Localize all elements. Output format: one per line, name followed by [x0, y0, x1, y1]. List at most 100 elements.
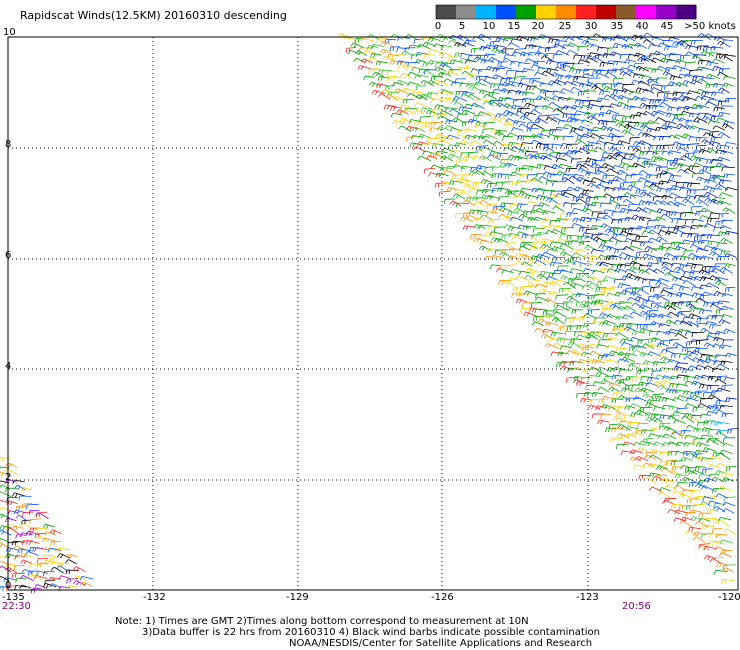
wind-barb — [654, 224, 666, 230]
wind-barb — [653, 304, 667, 310]
wind-barb — [629, 105, 642, 111]
wind-barb — [722, 501, 736, 507]
wind-barb — [672, 41, 685, 47]
wind-barb — [620, 414, 634, 420]
wind-barb — [471, 146, 485, 153]
wind-barb — [723, 54, 736, 60]
wind-barb — [479, 155, 492, 162]
wind-barb — [586, 149, 598, 155]
wind-barb — [663, 425, 676, 432]
wind-barb — [612, 416, 626, 422]
wind-barb — [596, 97, 610, 103]
lon-label-123: -123 — [576, 592, 599, 603]
wind-barb — [660, 265, 673, 272]
wind-barb — [647, 219, 659, 226]
wind-barb — [665, 368, 677, 374]
wind-barb — [707, 428, 721, 435]
wind-barb — [613, 278, 626, 284]
wind-barb — [582, 68, 597, 74]
wind-barb — [498, 117, 512, 123]
wind-barb — [428, 48, 442, 54]
wind-barb — [672, 490, 686, 497]
wind-barb — [707, 98, 722, 104]
wind-barb — [467, 119, 480, 124]
wind-barb — [425, 109, 439, 115]
wind-barb — [700, 434, 714, 440]
wind-barb — [598, 339, 612, 345]
wind-barb — [655, 374, 669, 380]
wind-barb — [28, 563, 41, 569]
wind-barb — [681, 476, 696, 483]
wind-barb — [456, 113, 469, 119]
wind-barb — [717, 111, 731, 117]
wind-barb — [583, 322, 596, 328]
note-line-3: NOAA/NESDIS/Center for Satellite Applica… — [289, 638, 593, 649]
wind-barb — [620, 157, 633, 163]
wind-barb — [606, 245, 619, 251]
wind-barb — [591, 320, 604, 325]
wind-barb — [56, 547, 71, 553]
wind-barb — [656, 342, 669, 347]
wind-barb — [648, 44, 662, 50]
wind-barb — [588, 343, 603, 349]
wind-barb — [536, 187, 548, 193]
wind-barb — [606, 313, 620, 319]
wind-barb — [608, 146, 623, 154]
wind-barb — [685, 397, 699, 402]
wind-barb — [656, 256, 669, 262]
wind-barb — [641, 343, 655, 349]
wind-barb — [527, 259, 541, 267]
wind-barb — [57, 553, 71, 559]
wind-barb — [535, 172, 547, 178]
wind-barb — [541, 260, 554, 266]
wind-barb — [509, 268, 522, 274]
wind-barb — [632, 162, 646, 169]
wind-barb — [585, 57, 598, 63]
wind-barb — [581, 133, 596, 139]
wind-barb — [559, 269, 574, 274]
wind-barb — [642, 110, 655, 117]
wind-barb — [712, 58, 725, 64]
wind-barb — [629, 194, 643, 200]
wind-barb — [651, 416, 663, 423]
wind-barb — [553, 270, 567, 275]
wind-barb — [491, 255, 505, 260]
wind-barb — [505, 118, 517, 124]
wind-barb — [633, 441, 645, 447]
wind-barb — [542, 146, 555, 152]
wind-barb — [628, 127, 643, 132]
wind-barb — [461, 109, 476, 115]
wind-barb — [665, 459, 677, 466]
wind-barb — [612, 42, 627, 48]
wind-barb — [529, 245, 544, 251]
wind-barb — [635, 207, 648, 213]
wind-barb — [611, 68, 625, 74]
wind-barb — [643, 32, 657, 40]
wind-barb — [697, 128, 711, 133]
wind-barb — [571, 309, 584, 315]
wind-barb — [569, 268, 584, 273]
wind-barb — [507, 226, 522, 231]
wind-barb — [615, 332, 630, 340]
wind-barb — [614, 248, 627, 254]
wind-barb — [627, 98, 640, 104]
wind-barb — [642, 253, 656, 259]
wind-barb — [507, 211, 519, 216]
wind-barb — [655, 166, 669, 172]
wind-barb — [672, 397, 685, 402]
wind-barb — [673, 134, 687, 139]
wind-barb — [514, 155, 528, 161]
wind-barb — [724, 98, 737, 103]
wind-barb — [489, 116, 503, 124]
wind-barb — [648, 472, 661, 478]
wind-barb — [706, 147, 719, 154]
wind-barb — [681, 224, 696, 230]
wind-barb — [452, 96, 468, 102]
wind-barb — [642, 393, 655, 400]
wind-barb — [704, 554, 717, 560]
wind-barb — [722, 207, 736, 214]
wind-barb — [694, 483, 708, 489]
wind-barb — [28, 509, 40, 515]
wind-barb — [686, 143, 700, 149]
